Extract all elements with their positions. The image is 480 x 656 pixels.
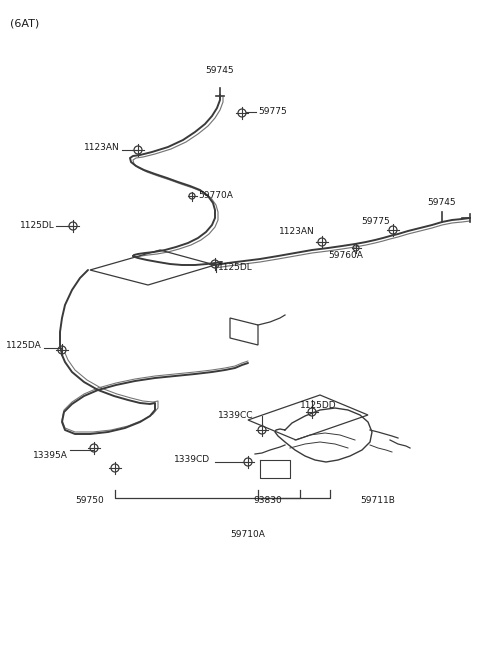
Text: 1339CD: 1339CD [174, 455, 210, 464]
Text: 59750: 59750 [76, 496, 104, 505]
Text: 1123AN: 1123AN [84, 144, 120, 152]
Text: 59760A: 59760A [328, 251, 363, 260]
Text: 59770A: 59770A [198, 190, 233, 199]
Text: 1123AN: 1123AN [279, 228, 315, 237]
Text: 93830: 93830 [253, 496, 282, 505]
Text: 13395A: 13395A [33, 451, 68, 461]
Text: 59775: 59775 [361, 218, 390, 226]
Text: 1125DD: 1125DD [300, 401, 336, 411]
Text: 59775: 59775 [258, 108, 287, 117]
Text: 1339CC: 1339CC [217, 411, 253, 419]
Text: 59710A: 59710A [230, 530, 265, 539]
Text: 59711B: 59711B [360, 496, 395, 505]
Text: 1125DL: 1125DL [218, 262, 253, 272]
Text: 59745: 59745 [206, 66, 234, 75]
Text: (6AT): (6AT) [10, 18, 39, 28]
Text: 59745: 59745 [428, 198, 456, 207]
Text: 1125DL: 1125DL [20, 220, 55, 230]
Text: 1125DA: 1125DA [6, 340, 42, 350]
